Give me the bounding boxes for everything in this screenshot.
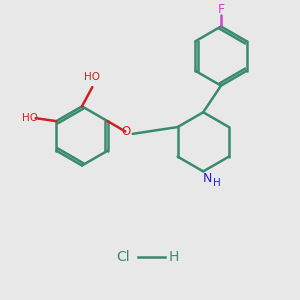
- Text: H: H: [213, 178, 220, 188]
- Text: HO: HO: [84, 72, 100, 82]
- Text: F: F: [218, 3, 225, 16]
- Text: H: H: [169, 250, 179, 264]
- Text: N: N: [203, 172, 212, 185]
- Text: O: O: [122, 125, 131, 138]
- Text: HO: HO: [22, 113, 38, 123]
- Text: Cl: Cl: [117, 250, 130, 264]
